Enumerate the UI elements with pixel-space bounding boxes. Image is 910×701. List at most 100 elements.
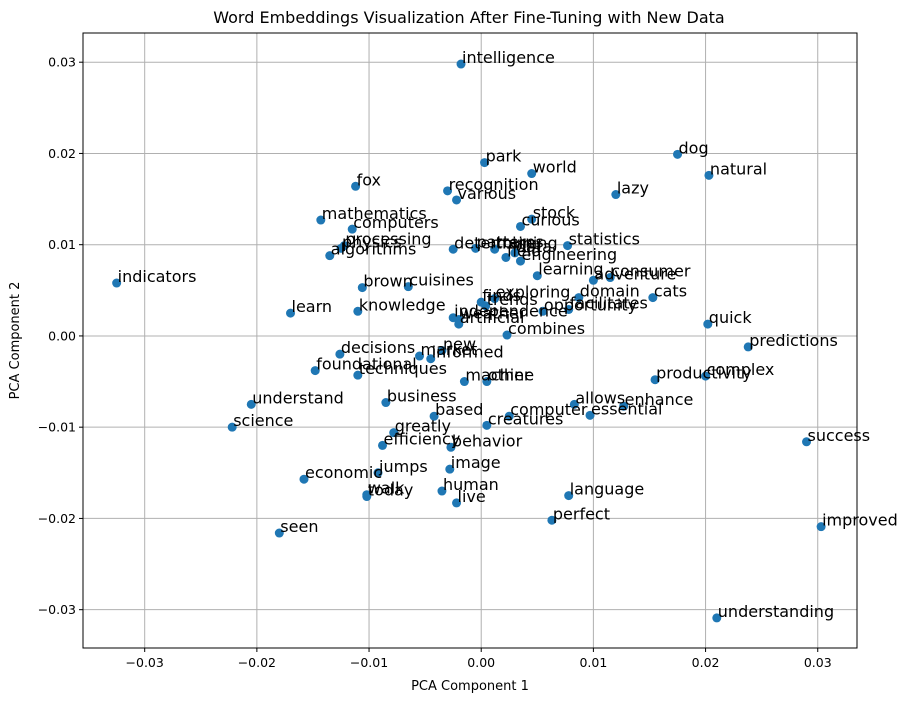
data-point [816, 522, 826, 532]
data-point [490, 244, 500, 254]
y-tick-label: 0.00 [48, 328, 76, 343]
data-point [743, 342, 753, 352]
x-tick-label: 0.01 [579, 655, 607, 670]
point-label: jumps [378, 457, 428, 476]
point-label: field [507, 241, 542, 260]
x-tick-label: −0.01 [350, 655, 388, 670]
data-point [426, 354, 436, 364]
point-label: language [570, 480, 645, 499]
data-point [471, 243, 481, 253]
point-label: indicators [118, 267, 197, 286]
point-label: trends [487, 290, 538, 309]
point-label: creatures [488, 409, 563, 428]
data-point [585, 410, 595, 420]
point-label: live [458, 487, 486, 506]
data-point [490, 294, 500, 304]
data-point [515, 221, 525, 231]
data-point [310, 366, 320, 376]
x-tick-label: 0.03 [804, 655, 832, 670]
point-label: predictions [749, 331, 838, 350]
point-label: exploring [496, 283, 571, 302]
data-point [650, 375, 660, 385]
point-label: allows [575, 388, 625, 407]
point-label: park [486, 147, 523, 166]
point-label: independence [454, 302, 568, 321]
x-axis-label: PCA Component 1 [411, 679, 529, 694]
data-point [445, 464, 455, 474]
axis-ticks: −0.03 −0.02 −0.01 0.00 0.01 0.02 0.03 −0.03 −0.0… [38, 55, 832, 670]
point-label: machine [465, 366, 534, 385]
plot-frame [82, 32, 858, 649]
data-point [353, 306, 363, 316]
point-label: mathematics [322, 204, 427, 223]
point-label: today [368, 481, 414, 500]
data-point [227, 422, 237, 432]
data-point [648, 293, 658, 303]
data-point [482, 377, 492, 387]
point-label: finds [482, 286, 521, 305]
x-tick-label: 0.02 [692, 655, 720, 670]
point-label: various [458, 184, 517, 203]
data-point [452, 195, 462, 205]
point-label: weather [460, 304, 526, 323]
data-point [703, 319, 713, 329]
data-point [456, 59, 466, 69]
data-point [362, 492, 372, 502]
point-label: understanding [718, 602, 834, 621]
x-tick-label: −0.03 [126, 655, 164, 670]
point-label: knowledge [359, 295, 446, 314]
data-point [357, 283, 367, 293]
data-point [547, 515, 557, 525]
point-label: economic [305, 463, 382, 482]
data-point [316, 215, 326, 225]
data-point [448, 244, 458, 254]
point-label: based [435, 400, 483, 419]
data-point [501, 252, 511, 262]
point-label: foundational [316, 355, 417, 374]
point-label: physics [342, 232, 402, 251]
point-label: curious [521, 210, 579, 229]
data-point [605, 273, 615, 283]
point-label: algorithms [331, 240, 417, 259]
data-points [112, 59, 826, 623]
data-point [673, 149, 683, 159]
data-point [373, 468, 383, 478]
data-point [619, 401, 629, 411]
point-label: training [496, 233, 558, 252]
point-label: fox [357, 170, 381, 189]
point-label: determine [454, 233, 536, 252]
data-point [454, 319, 464, 329]
point-label: techniques [359, 359, 447, 378]
y-tick-label: −0.01 [38, 420, 76, 435]
point-label: data [516, 237, 552, 256]
point-label: productivity [656, 364, 752, 383]
grid [83, 33, 857, 648]
data-point [480, 158, 490, 168]
data-point [527, 169, 537, 179]
y-tick-label: −0.02 [38, 511, 76, 526]
data-point [446, 442, 456, 452]
data-point [325, 251, 335, 261]
point-label: domain [580, 282, 640, 301]
point-label: recognition [449, 175, 539, 194]
data-point [712, 613, 722, 623]
point-label: human [443, 475, 499, 494]
point-label: image [451, 453, 501, 472]
data-point [403, 282, 413, 292]
data-point [538, 306, 548, 316]
point-label: new [443, 335, 476, 354]
point-label: consumer [611, 262, 691, 281]
point-label: processing [345, 230, 431, 249]
point-label: brown [363, 272, 412, 291]
point-label: artificial [460, 308, 525, 327]
data-point [504, 411, 514, 421]
data-point [415, 351, 425, 361]
point-label: adventure [594, 264, 676, 283]
data-point [112, 278, 122, 288]
data-point [510, 248, 520, 258]
y-tick-label: 0.02 [48, 146, 76, 161]
point-label: understand [252, 388, 344, 407]
point-label: efficiency [384, 429, 461, 448]
data-point [381, 398, 391, 408]
